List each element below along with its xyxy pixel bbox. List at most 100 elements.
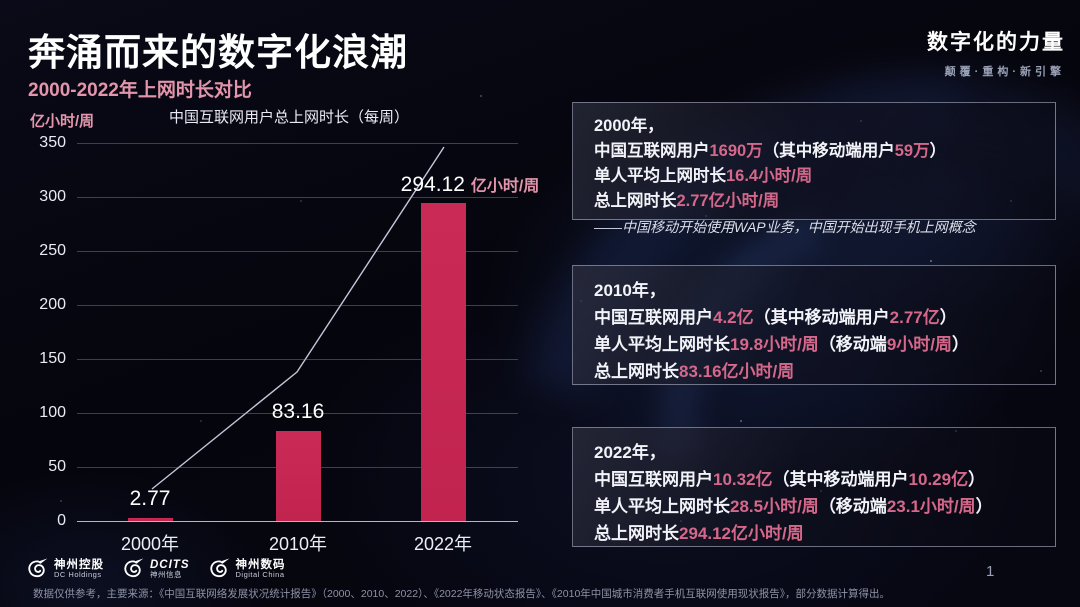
highlight-value: 1690万 <box>709 142 763 160</box>
bar <box>127 518 173 521</box>
text-segment: 单人平均上网时长 <box>594 167 726 185</box>
info-line: 总上网时长2.77亿小时/周 <box>594 189 1034 214</box>
bar <box>420 203 466 521</box>
logo-dc-holdings: 神州控股 DC Holdings <box>24 556 104 582</box>
logo-subname: DC Holdings <box>54 570 102 580</box>
info-box-note: ——中国移动开始使用WAP业务，中国开始出现手机上网概念 <box>594 219 976 235</box>
text-segment: 中国互联网用户 <box>594 308 713 327</box>
info-line: 单人平均上网时长28.5小时/周（移动端23.1小时/周） <box>594 493 1034 520</box>
chart-title: 中国互联网用户总上网时长（每周） <box>169 109 410 126</box>
highlight-value: 4.2亿 <box>713 308 754 327</box>
info-line: 总上网时长294.12亿小时/周 <box>594 520 1034 547</box>
y-axis-tick-label: 0 <box>57 512 66 529</box>
text-segment: 总上网时长 <box>594 362 679 381</box>
text-segment: ） <box>952 335 969 354</box>
bar-value-unit: 亿小时/周 <box>470 178 540 196</box>
highlight-value: 28.5小时/周 <box>730 497 819 516</box>
info-box-2022: 2022年， 中国互联网用户10.32亿（其中移动端用户10.29亿） 单人平均上网… <box>572 427 1056 547</box>
bar-value: 2.77 <box>129 487 171 510</box>
text-segment: 中国互联网用户 <box>594 142 710 160</box>
text-segment: （移动端 <box>818 335 887 354</box>
gridline <box>77 197 518 198</box>
text-segment: ） <box>939 308 957 327</box>
company-logos: 神州控股 DC Holdings DCITS 神州信息 神州数码 Digital… <box>24 556 286 582</box>
gridline <box>77 359 518 360</box>
brand-tagline: 颠覆·重构·新引擎 <box>944 66 1065 78</box>
info-line: 2000年， <box>594 114 1034 139</box>
text-segment: （其中移动端用户 <box>753 308 890 327</box>
y-axis-tick-label: 250 <box>39 242 66 259</box>
y-axis-tick-label: 300 <box>39 188 66 205</box>
text-segment: ） <box>975 497 993 516</box>
gridline <box>77 305 518 306</box>
info-box-body: 2022年， 中国互联网用户10.32亿（其中移动端用户10.29亿） 单人平均上网… <box>594 439 1034 547</box>
bar-value: 294.12 <box>400 173 465 197</box>
text-segment: （其中移动端用户 <box>762 142 895 160</box>
text-segment: 中国互联网用户 <box>594 470 713 489</box>
page-subtitle: 2000-2022年上网时长对比 <box>28 80 252 101</box>
info-line: 2010年， <box>594 277 1034 304</box>
highlight-value: 59万 <box>894 142 930 160</box>
page-number: 1 <box>986 563 995 580</box>
logo-digital-china: 神州数码 Digital China <box>206 556 286 582</box>
y-axis-tick-label: 100 <box>39 404 66 421</box>
gridline <box>77 413 518 414</box>
highlight-value: 19.8小时/周 <box>730 335 819 354</box>
info-line: 总上网时长83.16亿小时/周 <box>594 358 1034 385</box>
logo-name: 神州数码 <box>235 559 286 572</box>
y-axis-tick-label: 350 <box>39 134 66 151</box>
text-segment: （移动端 <box>818 497 887 516</box>
text-segment: 单人平均上网时长 <box>594 335 730 354</box>
highlight-value: 16.4小时/周 <box>726 167 813 185</box>
info-line: 单人平均上网时长19.8小时/周（移动端9小时/周） <box>594 331 1034 358</box>
x-axis-tick-label: 2022年 <box>413 534 473 554</box>
gridline <box>77 143 518 144</box>
info-box-2010: 2010年， 中国互联网用户4.2亿（其中移动端用户2.77亿） 单人平均上网时长1… <box>572 265 1056 385</box>
info-box-2000: 2000年， 中国互联网用户1690万（其中移动端用户59万） 单人平均上网时长16… <box>572 102 1056 235</box>
text-segment: 总上网时长 <box>594 192 677 210</box>
info-box-body: 2000年， 中国互联网用户1690万（其中移动端用户59万） 单人平均上网时长16… <box>594 114 1034 214</box>
y-axis-tick-label: 150 <box>39 350 66 367</box>
gridline <box>77 521 518 522</box>
bar-value: 83.16 <box>271 400 325 424</box>
logo-name: 神州控股 <box>54 559 104 572</box>
info-line: 中国互联网用户10.32亿（其中移动端用户10.29亿） <box>594 466 1034 493</box>
info-line: 中国互联网用户1690万（其中移动端用户59万） <box>594 139 1034 164</box>
y-axis-tick-label: 200 <box>39 296 66 313</box>
highlight-value: 2.77亿小时/周 <box>676 192 780 210</box>
text-segment: ） <box>968 470 986 489</box>
logo-dcits: DCITS 神州信息 <box>120 556 190 582</box>
text-segment: 2010年， <box>594 281 666 300</box>
page-title: 奔涌而来的数字化浪潮 <box>28 32 408 73</box>
galaxy-swirl-icon <box>24 556 50 582</box>
galaxy-swirl-icon <box>120 556 146 582</box>
x-axis-tick-label: 2000年 <box>120 534 180 554</box>
y-axis-unit-label: 亿小时/周 <box>30 113 95 130</box>
brand-block: 数字化的力量 颠覆·重构·新引擎 <box>927 26 1065 79</box>
logo-name: DCITS <box>150 559 190 572</box>
bar <box>275 431 321 521</box>
text-segment: ） <box>929 142 947 160</box>
brand-name: 数字化的力量 <box>927 31 1065 54</box>
y-axis-tick-label: 50 <box>48 458 66 475</box>
info-line: 2022年， <box>594 439 1034 466</box>
galaxy-swirl-icon <box>206 556 232 582</box>
x-axis-tick-label: 2010年 <box>268 534 328 554</box>
text-segment: 2022年， <box>594 443 666 462</box>
highlight-value: 23.1小时/周 <box>886 497 976 516</box>
info-line: 单人平均上网时长16.4小时/周 <box>594 164 1034 189</box>
gridline <box>77 251 518 252</box>
bar-value-label: 2.77 <box>130 487 171 511</box>
highlight-value: 10.29亿 <box>908 470 969 489</box>
highlight-value: 10.32亿 <box>713 470 773 489</box>
bar-value-label: 83.16 <box>272 400 325 424</box>
logo-subname: 神州信息 <box>150 570 182 580</box>
text-segment: 总上网时长 <box>594 524 679 543</box>
highlight-value: 294.12亿小时/周 <box>679 524 804 543</box>
highlight-value: 2.77亿 <box>889 308 940 327</box>
info-box-body: 2010年， 中国互联网用户4.2亿（其中移动端用户2.77亿） 单人平均上网时长1… <box>594 277 1034 385</box>
bar-value-label: 294.12 亿小时/周 <box>401 172 540 197</box>
highlight-value: 9小时/周 <box>886 335 952 354</box>
